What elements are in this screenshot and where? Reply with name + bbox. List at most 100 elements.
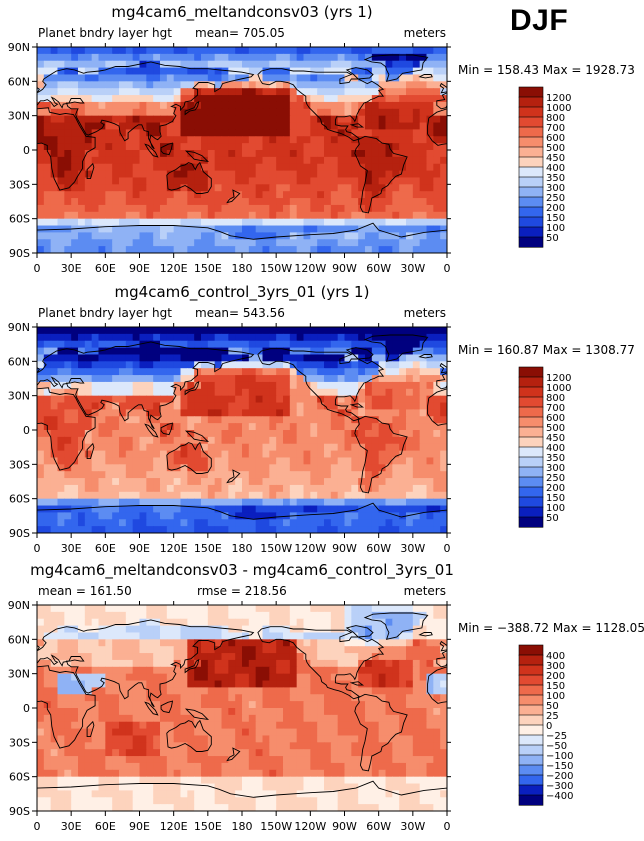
field-cell	[194, 129, 201, 136]
field-cell	[208, 389, 215, 396]
field-cell	[310, 430, 317, 437]
field-cell	[433, 485, 440, 492]
field-cell	[386, 694, 393, 701]
field-cell	[64, 416, 71, 423]
field-cell	[71, 430, 78, 437]
field-cell	[386, 102, 393, 109]
field-cell	[297, 205, 304, 212]
field-cell	[249, 653, 256, 660]
field-cell	[420, 123, 427, 130]
field-cell	[51, 123, 58, 130]
field-cell	[71, 499, 78, 506]
field-cell	[249, 361, 256, 368]
field-cell	[440, 184, 447, 191]
field-cell	[413, 687, 420, 694]
field-cell	[392, 88, 399, 95]
field-cell	[263, 327, 270, 334]
field-cell	[133, 409, 140, 416]
field-cell	[51, 694, 58, 701]
y-tick-label: 0	[23, 144, 30, 157]
field-cell	[345, 341, 352, 348]
mean-label: mean= 543.56	[195, 306, 285, 320]
field-cell	[85, 239, 92, 246]
field-cell	[399, 81, 406, 88]
field-cell	[37, 681, 44, 688]
field-cell	[440, 451, 447, 458]
field-cell	[290, 334, 297, 341]
field-cell	[174, 701, 181, 708]
field-cell	[160, 485, 167, 492]
field-cell	[201, 681, 208, 688]
field-cell	[105, 715, 112, 722]
field-cell	[146, 457, 153, 464]
field-cell	[112, 694, 119, 701]
field-cell	[269, 512, 276, 519]
field-cell	[140, 729, 147, 736]
field-cell	[242, 519, 249, 526]
field-cell	[208, 715, 215, 722]
field-cell	[365, 246, 372, 253]
field-cell	[133, 478, 140, 485]
field-cell	[290, 177, 297, 184]
field-cell	[256, 191, 263, 198]
field-cell	[324, 430, 331, 437]
field-cell	[160, 47, 167, 54]
field-cell	[222, 389, 229, 396]
field-cell	[112, 54, 119, 61]
field-cell	[58, 239, 65, 246]
field-cell	[112, 47, 119, 54]
field-cell	[44, 626, 51, 633]
field-cell	[358, 646, 365, 653]
field-cell	[153, 47, 160, 54]
field-cell	[167, 205, 174, 212]
field-cell	[427, 492, 434, 499]
colorbar-swatch	[519, 497, 543, 507]
field-cell	[338, 626, 345, 633]
field-cell	[119, 639, 126, 646]
field-cell	[44, 674, 51, 681]
field-cell	[153, 506, 160, 513]
field-cell	[228, 219, 235, 226]
field-cell	[126, 136, 133, 143]
field-cell	[187, 334, 194, 341]
field-cell	[44, 61, 51, 68]
field-cell	[297, 526, 304, 533]
field-cell	[71, 423, 78, 430]
field-cell	[71, 136, 78, 143]
field-cell	[249, 368, 256, 375]
field-cell	[112, 430, 119, 437]
field-cell	[126, 239, 133, 246]
field-cell	[92, 226, 99, 233]
field-cell	[249, 646, 256, 653]
field-cell	[174, 512, 181, 519]
field-cell	[160, 632, 167, 639]
field-cell	[160, 526, 167, 533]
colorbar-swatch	[519, 467, 543, 477]
field-cell	[338, 512, 345, 519]
field-cell	[310, 605, 317, 612]
field-cell	[208, 368, 215, 375]
field-cell	[249, 327, 256, 334]
x-tick-label: 120E	[160, 542, 188, 555]
field-cell	[392, 348, 399, 355]
field-cell	[392, 95, 399, 102]
field-cell	[119, 354, 126, 361]
field-cell	[85, 68, 92, 75]
field-cell	[338, 375, 345, 382]
field-cell	[44, 646, 51, 653]
field-cell	[304, 409, 311, 416]
field-cell	[420, 334, 427, 341]
field-cell	[119, 681, 126, 688]
field-cell	[406, 177, 413, 184]
field-cell	[235, 416, 242, 423]
field-cell	[242, 348, 249, 355]
field-cell	[351, 116, 358, 123]
field-cell	[249, 499, 256, 506]
field-cell	[208, 327, 215, 334]
field-cell	[187, 694, 194, 701]
field-cell	[58, 88, 65, 95]
field-cell	[194, 74, 201, 81]
field-cell	[283, 519, 290, 526]
field-cell	[58, 626, 65, 633]
field-cell	[126, 639, 133, 646]
